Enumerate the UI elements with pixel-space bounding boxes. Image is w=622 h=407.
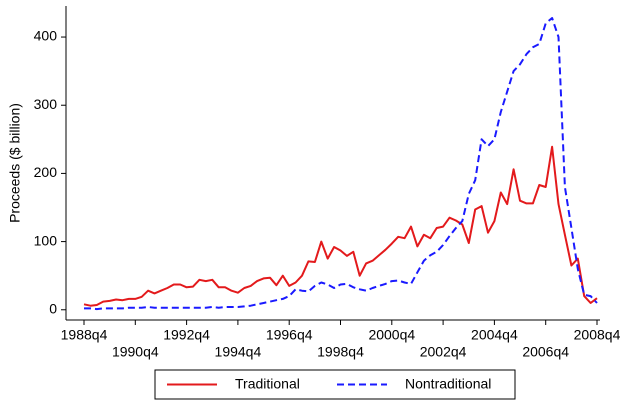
x-tick-label: 2008q4 xyxy=(574,327,621,343)
x-tick-label: 1994q4 xyxy=(215,344,262,360)
series-line xyxy=(83,145,598,307)
x-tick-label: 2006q4 xyxy=(522,344,569,360)
legend-label: Traditional xyxy=(235,376,300,392)
x-tick-label: 2000q4 xyxy=(368,327,415,343)
y-tick-label: 400 xyxy=(34,28,58,44)
x-tick-label: 1992q4 xyxy=(163,327,210,343)
x-tick-label: 2004q4 xyxy=(471,327,518,343)
x-tick-label: 1998q4 xyxy=(317,344,364,360)
y-tick-label: 300 xyxy=(34,96,58,112)
x-tick-label: 1996q4 xyxy=(266,327,313,343)
y-tick-label: 100 xyxy=(34,232,58,248)
y-axis-label: Proceeds ($ billion) xyxy=(7,103,23,223)
legend-label: Nontraditional xyxy=(405,376,491,392)
y-tick-label: 200 xyxy=(34,164,58,180)
series-line xyxy=(84,17,598,311)
x-tick-label: 1988q4 xyxy=(61,327,108,343)
x-tick-label: 2002q4 xyxy=(420,344,467,360)
x-tick-label: 1990q4 xyxy=(112,344,159,360)
y-tick-label: 0 xyxy=(49,300,57,316)
